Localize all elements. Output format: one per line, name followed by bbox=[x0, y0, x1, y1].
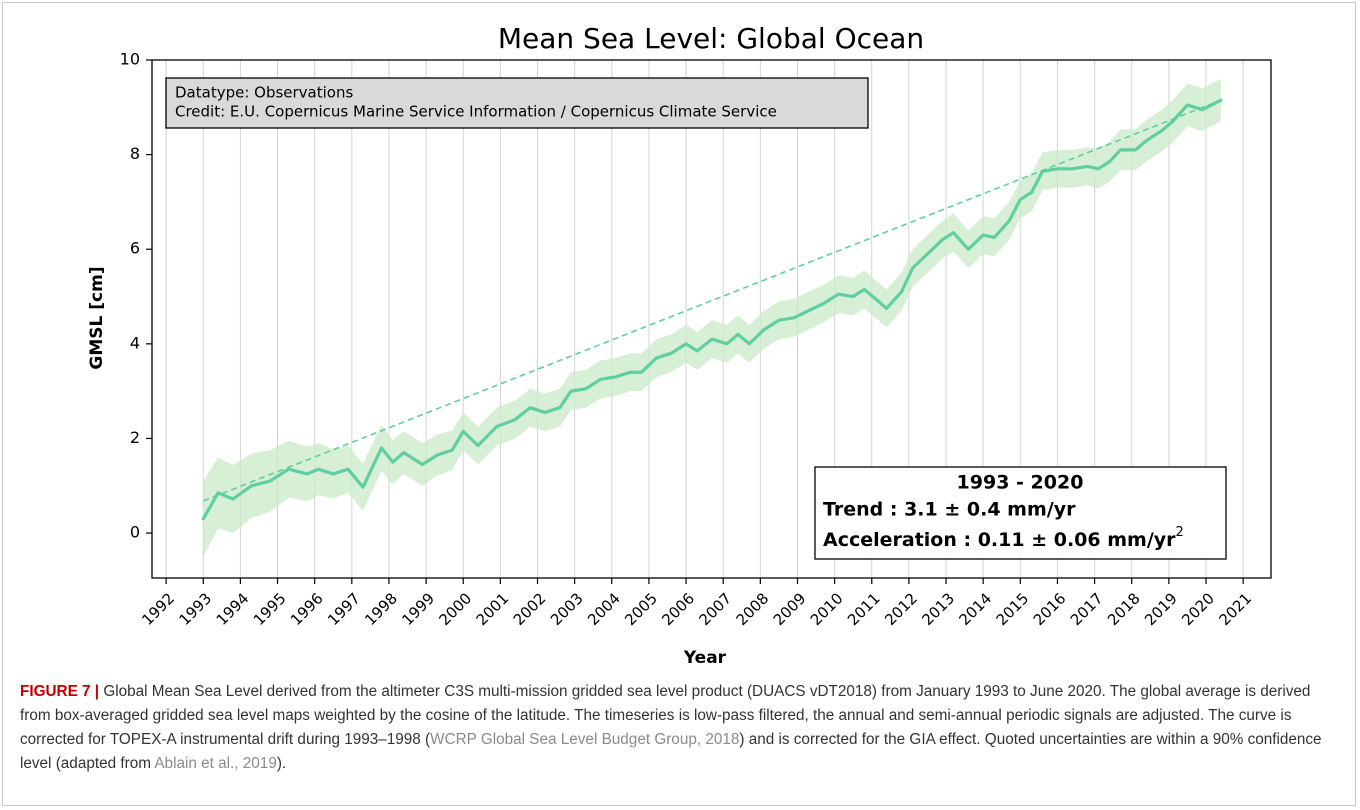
y-axis-label: GMSL [cm] bbox=[87, 266, 107, 369]
x-tick-label: 2004 bbox=[584, 589, 624, 629]
x-tick-label: 1996 bbox=[287, 589, 327, 629]
x-tick-label: 2007 bbox=[695, 589, 735, 629]
x-tick-label: 2005 bbox=[621, 589, 661, 629]
chart-title: Mean Sea Level: Global Ocean bbox=[498, 22, 924, 55]
x-tick-label: 1992 bbox=[138, 589, 178, 629]
x-tick-label: 1998 bbox=[361, 589, 401, 629]
y-tick-label: 4 bbox=[130, 333, 140, 352]
caption-label: FIGURE 7 | bbox=[20, 683, 100, 700]
x-tick-label: 2012 bbox=[881, 589, 921, 629]
x-tick-label: 2002 bbox=[510, 589, 550, 629]
x-tick-label: 2017 bbox=[1067, 589, 1107, 629]
x-tick-label: 2008 bbox=[733, 589, 773, 629]
stats-period: 1993 - 2020 bbox=[957, 472, 1084, 494]
x-tick-label: 2018 bbox=[1104, 589, 1144, 629]
x-tick-label: 1997 bbox=[324, 589, 364, 629]
x-tick-label: 1995 bbox=[250, 589, 290, 629]
y-tick-label: 2 bbox=[130, 428, 140, 447]
x-tick-label: 2020 bbox=[1178, 589, 1218, 629]
y-tick-label: 10 bbox=[120, 50, 140, 69]
x-axis-label: Year bbox=[683, 648, 727, 668]
caption-text: Global Mean Sea Level derived from the a… bbox=[20, 683, 1311, 748]
x-tick-label: 2006 bbox=[658, 589, 698, 629]
stats-acceleration: Acceleration : 0.11 ± 0.06 mm/yr2 bbox=[823, 525, 1184, 551]
x-tick-label: 2011 bbox=[844, 589, 884, 629]
stats-box bbox=[814, 466, 1227, 560]
trend-line bbox=[202, 99, 1222, 502]
x-tick-label: 2021 bbox=[1215, 589, 1255, 629]
x-tick-label: 2009 bbox=[770, 589, 810, 629]
stats-trend: Trend : 3.1 ± 0.4 mm/yr bbox=[823, 499, 1076, 521]
caption: FIGURE 7 | Global Mean Sea Level derived… bbox=[20, 680, 1342, 776]
x-tick-label: 2000 bbox=[436, 589, 476, 629]
x-tick-label: 2003 bbox=[547, 589, 587, 629]
info-box bbox=[165, 77, 869, 129]
plot-area bbox=[201, 78, 1223, 557]
x-tick-label: 2001 bbox=[473, 589, 513, 629]
x-tick-label: 1993 bbox=[176, 589, 216, 629]
x-tick-label: 1994 bbox=[213, 589, 253, 629]
plot-frame bbox=[151, 59, 1272, 579]
caption-text: ). bbox=[276, 755, 287, 772]
chart: Mean Sea Level: Global Ocean GMSL [cm] Y… bbox=[87, 22, 1272, 668]
x-tick-label: 2010 bbox=[807, 589, 847, 629]
x-tick-label: 2015 bbox=[993, 589, 1033, 629]
x-tick-label: 2014 bbox=[955, 589, 995, 629]
stats-exponent: 2 bbox=[1176, 525, 1184, 540]
stats-acceleration-text: Acceleration : 0.11 ± 0.06 mm/yr bbox=[823, 529, 1176, 551]
gmsl-line bbox=[201, 98, 1223, 521]
x-tick-label: 2016 bbox=[1030, 589, 1070, 629]
y-tick-label: 8 bbox=[130, 144, 140, 163]
caption-reference: WCRP Global Sea Level Budget Group, 2018 bbox=[430, 731, 740, 748]
caption-text: ) and is corrected for the GIA effect. Q… bbox=[20, 731, 1322, 772]
info-text: Datatype: Observations bbox=[175, 84, 353, 102]
x-tick-label: 2019 bbox=[1141, 589, 1181, 629]
y-tick-label: 0 bbox=[130, 523, 140, 542]
x-tick-label: 2013 bbox=[918, 589, 958, 629]
y-tick-label: 6 bbox=[130, 239, 140, 258]
info-text: Credit: E.U. Copernicus Marine Service I… bbox=[175, 103, 777, 121]
x-tick-label: 1999 bbox=[398, 589, 438, 629]
caption-reference: Ablain et al., 2019 bbox=[154, 755, 277, 772]
uncertainty-band bbox=[203, 78, 1221, 557]
